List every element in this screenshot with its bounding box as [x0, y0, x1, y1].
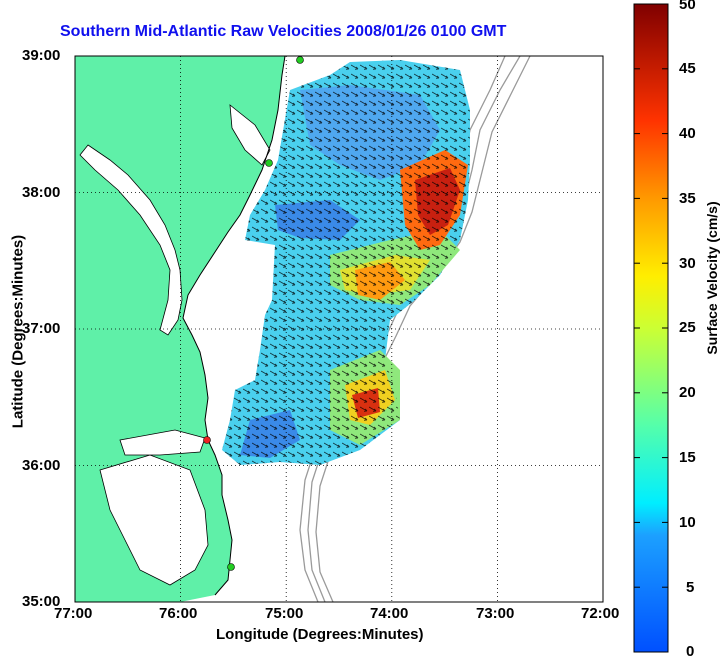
colorbar-tick-label: 20	[679, 384, 696, 401]
y-tick-label: 39:00	[22, 47, 61, 64]
y-tick-label: 36:00	[22, 457, 61, 474]
colorbar-tick-label: 5	[686, 579, 695, 596]
colorbar-tick-label: 40	[679, 125, 696, 142]
colorbar-label: Surface Velocity (cm/s)	[704, 201, 720, 355]
x-tick-label: 73:00	[476, 605, 515, 622]
x-tick-label: 72:00	[581, 605, 620, 622]
colorbar-tick-label: 50	[679, 0, 696, 13]
x-tick-label: 75:00	[265, 605, 304, 622]
albemarle-sound	[119, 429, 206, 456]
station-marker	[227, 563, 235, 571]
coastline	[182, 56, 286, 596]
velocity-field	[222, 60, 470, 465]
colorbar-tick-label: 35	[679, 190, 696, 207]
colorbar-ticks	[634, 3, 668, 588]
y-tick-label: 37:00	[22, 320, 61, 337]
colorbar-tick-label: 0	[686, 643, 695, 660]
station-marker	[265, 159, 273, 167]
colorbar-tick-label: 25	[679, 319, 696, 336]
y-tick-label: 38:00	[22, 184, 61, 201]
delaware-bay	[229, 104, 271, 166]
colorbar-tick-label: 30	[679, 255, 696, 272]
chesapeake-bay	[79, 144, 183, 336]
station-marker	[203, 436, 211, 444]
y-tick-label: 35:00	[22, 593, 61, 610]
station-marker	[296, 56, 304, 64]
colorbar-tick-label: 15	[679, 449, 696, 466]
x-tick-label: 77:00	[54, 605, 93, 622]
x-tick-label: 76:00	[159, 605, 198, 622]
chart-title: Southern Mid-Atlantic Raw Velocities 200…	[60, 23, 507, 40]
x-axis-label: Longitude (Degrees:Minutes)	[216, 626, 424, 643]
colorbar-tick-label: 10	[679, 514, 696, 531]
plot-frame	[74, 55, 604, 603]
y-axis-label: Latitude (Degrees:Minutes)	[9, 234, 27, 429]
map-grid	[75, 56, 603, 602]
colorbar-tick-label: 45	[679, 60, 696, 77]
x-tick-label: 74:00	[370, 605, 409, 622]
